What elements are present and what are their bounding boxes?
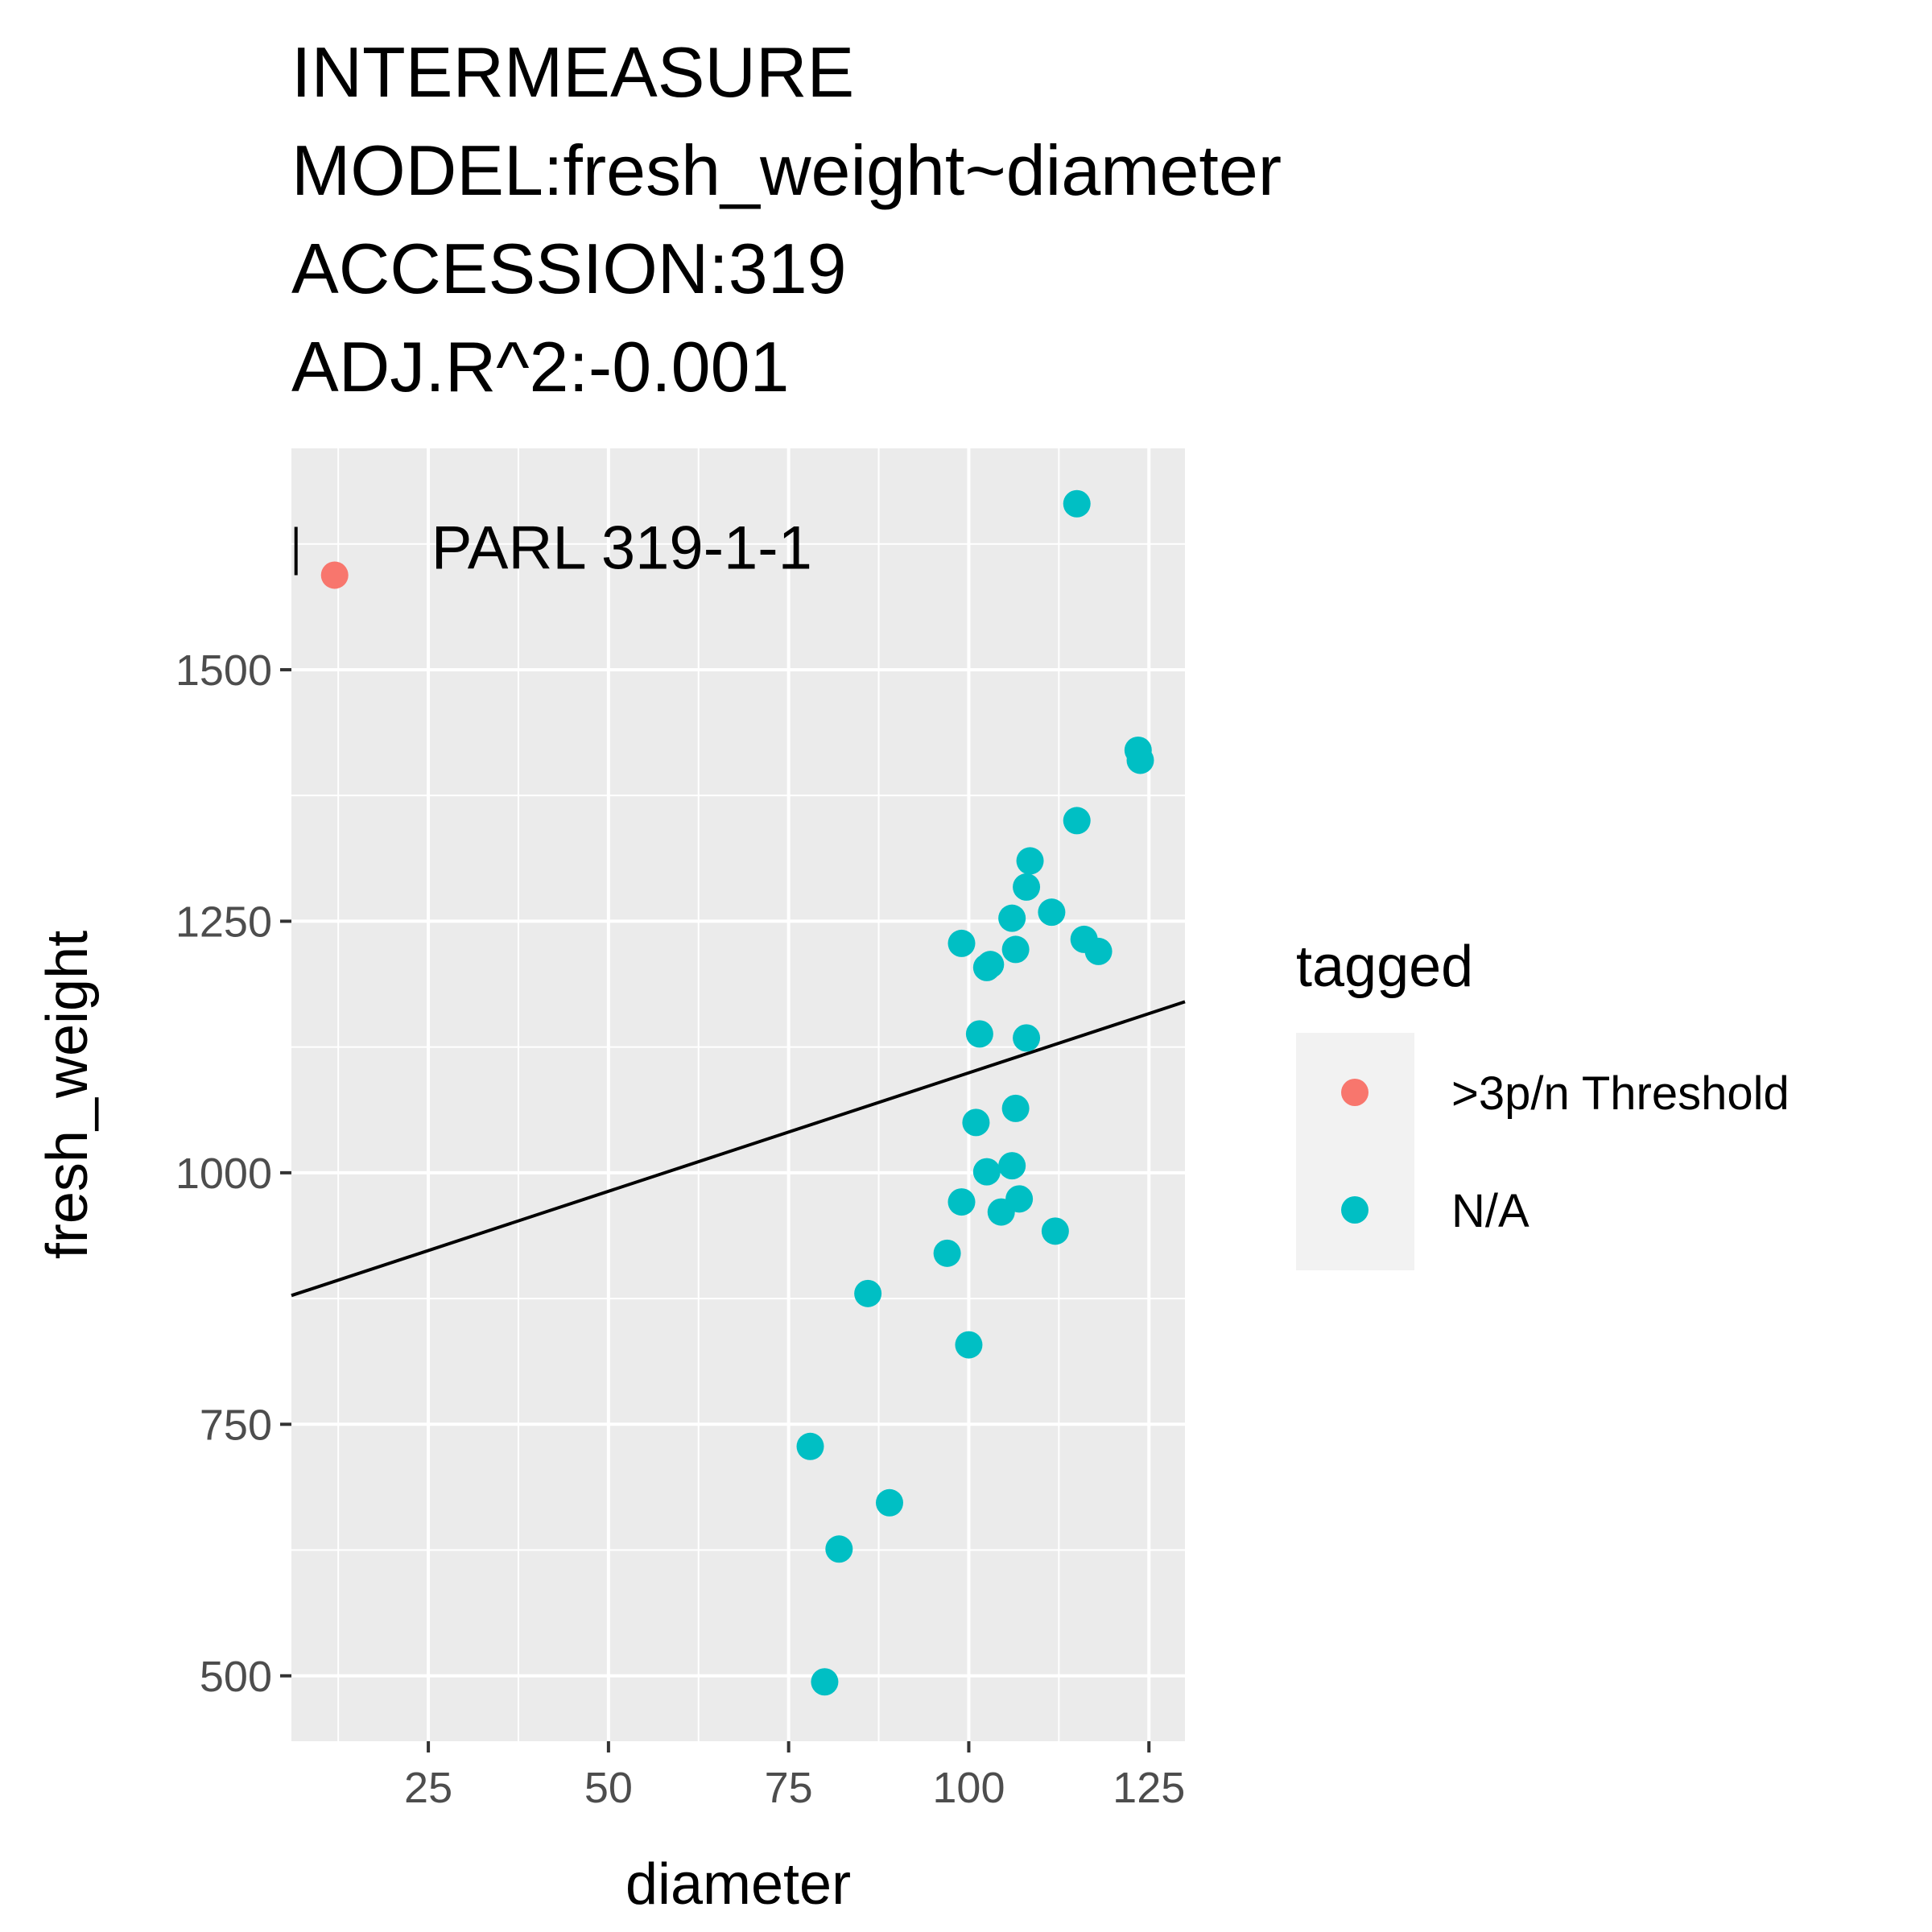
- point-n-a: [1013, 1024, 1041, 1052]
- fit-line: [291, 1000, 1186, 1298]
- point-n-a: [1038, 898, 1066, 927]
- title-line-3: ACCESSION:319: [291, 229, 847, 308]
- x-axis: 25 50 75 100 125: [404, 1741, 1185, 1812]
- point-n-a: [1016, 847, 1044, 875]
- point-n-a: [854, 1279, 882, 1307]
- major-gridlines: [291, 448, 1185, 1741]
- x-tick-label: 25: [404, 1764, 452, 1812]
- point-n-a: [1063, 807, 1091, 835]
- legend-key-background: [1296, 1033, 1414, 1270]
- annotations-layer: PARL 319-1-1: [294, 514, 812, 582]
- point-n-a: [875, 1488, 903, 1517]
- x-tick-label: 100: [932, 1764, 1005, 1812]
- point-n-a: [972, 1158, 1001, 1186]
- x-tick-label: 125: [1113, 1764, 1185, 1812]
- legend-label-na: N/A: [1451, 1185, 1530, 1237]
- point-n-a: [955, 1331, 983, 1359]
- legend: tagged >3p/n Threshold N/A: [1296, 935, 1790, 1270]
- legend-key-na: [1341, 1196, 1368, 1224]
- points-layer: [320, 489, 1154, 1696]
- point-n-a: [796, 1432, 824, 1460]
- fit-layer: [291, 1000, 1186, 1298]
- point-n-a: [1013, 873, 1041, 901]
- point-n-a: [947, 929, 976, 957]
- point-n-a: [972, 953, 1001, 981]
- point-n-a: [1063, 489, 1091, 518]
- x-tick-label: 50: [584, 1764, 633, 1812]
- y-axis: 500 750 1000 1250 1500: [175, 646, 291, 1701]
- title-line-2: MODEL:fresh_weight~diameter: [291, 130, 1282, 210]
- point-n-a: [965, 1020, 993, 1048]
- legend-key-threshold: [1341, 1079, 1368, 1106]
- title-line-1: INTERMEASURE: [291, 32, 854, 112]
- point-n-a: [962, 1108, 990, 1137]
- point-n-a: [811, 1668, 839, 1696]
- y-axis-title: fresh_weight: [35, 931, 100, 1259]
- x-axis-title: diameter: [625, 1852, 851, 1917]
- point-n-a: [1001, 1094, 1030, 1122]
- y-tick-label: 1250: [175, 898, 272, 946]
- point-n-a: [1041, 1217, 1069, 1245]
- point-n-a: [825, 1535, 853, 1563]
- point-n-a: [1126, 746, 1154, 774]
- x-tick-label: 75: [765, 1764, 813, 1812]
- y-tick-label: 750: [200, 1401, 272, 1449]
- minor-gridlines: [291, 448, 1185, 1741]
- point-n-a: [998, 904, 1026, 932]
- point-n-a: [1001, 935, 1030, 964]
- point-n-a: [933, 1239, 961, 1267]
- legend-title: tagged: [1296, 935, 1473, 999]
- y-tick-label: 1500: [175, 646, 272, 695]
- legend-label-threshold: >3p/n Threshold: [1451, 1067, 1790, 1120]
- chart-title: INTERMEASURE MODEL:fresh_weight~diameter…: [291, 32, 1282, 407]
- point-n-a: [998, 1152, 1026, 1180]
- annotation-label: PARL 319-1-1: [431, 514, 812, 582]
- title-line-4: ADJ.R^2:-0.001: [291, 327, 789, 407]
- point-n-a: [947, 1188, 976, 1216]
- plot-panel: [291, 448, 1185, 1741]
- point-n-a: [987, 1198, 1015, 1226]
- point-n-a: [1084, 937, 1113, 965]
- y-tick-label: 500: [200, 1653, 272, 1701]
- point-3p-n-threshold: [320, 561, 349, 589]
- y-tick-label: 1000: [175, 1150, 272, 1198]
